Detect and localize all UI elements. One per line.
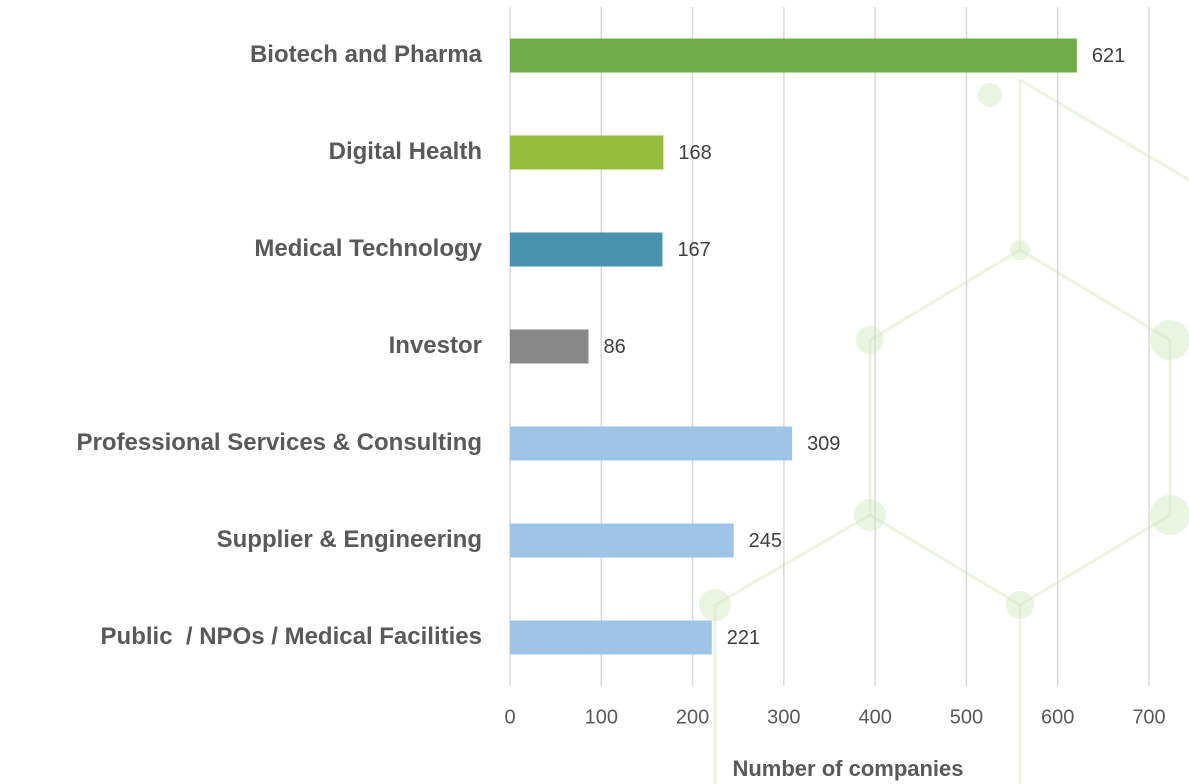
x-axis-title: Number of companies xyxy=(732,756,963,781)
y-tick-label: Biotech and Pharma xyxy=(250,41,483,68)
y-tick-label: Investor xyxy=(389,332,482,359)
y-tick-label: Medical Technology xyxy=(254,235,482,262)
y-tick-label: Public / NPOs / Medical Facilities xyxy=(101,623,482,650)
y-tick-label: Supplier & Engineering xyxy=(217,526,482,553)
y-tick-label: Professional Services & Consulting xyxy=(77,429,482,456)
data-label: 621 xyxy=(1092,45,1125,67)
bar xyxy=(510,427,792,461)
x-tick-label: 500 xyxy=(950,706,983,728)
bar xyxy=(510,136,663,170)
bar xyxy=(510,330,589,364)
chart: Number of companies 0 100 200 300 400 500 600 7… xyxy=(0,0,1189,784)
x-tick-label: 700 xyxy=(1132,706,1165,728)
data-label: 167 xyxy=(677,239,710,261)
data-label: 309 xyxy=(807,433,840,455)
bar xyxy=(510,233,662,267)
data-label: 245 xyxy=(749,530,782,552)
x-tick-label: 300 xyxy=(767,706,800,728)
x-tick-label: 100 xyxy=(585,706,618,728)
data-label: 86 xyxy=(604,336,626,358)
bar xyxy=(510,621,712,655)
data-label: 168 xyxy=(678,142,711,164)
x-tick-label: 0 xyxy=(504,706,515,728)
x-tick-label: 200 xyxy=(676,706,709,728)
x-tick-label: 600 xyxy=(1041,706,1074,728)
bar xyxy=(510,39,1077,73)
data-label: 221 xyxy=(727,627,760,649)
bar xyxy=(510,524,734,558)
x-tick-label: 400 xyxy=(858,706,891,728)
y-tick-label: Digital Health xyxy=(329,138,482,165)
